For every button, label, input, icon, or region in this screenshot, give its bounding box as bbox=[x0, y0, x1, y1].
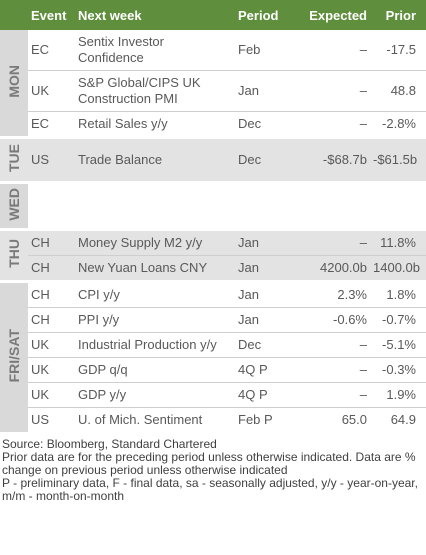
period: Feb P bbox=[235, 408, 290, 435]
prior: -0.7% bbox=[370, 308, 426, 333]
prior: 1400.0b bbox=[370, 256, 426, 283]
period: Jan bbox=[235, 71, 290, 112]
prior: -5.1% bbox=[370, 333, 426, 358]
period: Dec bbox=[235, 112, 290, 139]
empty-cell bbox=[28, 184, 426, 231]
expected: – bbox=[290, 71, 370, 112]
period: 4Q P bbox=[235, 383, 290, 408]
day-label: TUE bbox=[6, 144, 22, 172]
prior: -17.5 bbox=[370, 30, 426, 71]
country: UK bbox=[28, 383, 75, 408]
country: CH bbox=[28, 308, 75, 333]
event-row: US U. of Mich. Sentiment Feb P 65.0 64.9 bbox=[0, 408, 426, 435]
header-cell: Expected bbox=[290, 0, 370, 30]
event-name: Money Supply M2 y/y bbox=[75, 231, 235, 256]
expected: – bbox=[290, 358, 370, 383]
period: Jan bbox=[235, 256, 290, 283]
footnote: Prior data are for the preceding period … bbox=[2, 450, 416, 477]
expected: 4200.0b bbox=[290, 256, 370, 283]
period: Jan bbox=[235, 283, 290, 308]
expected: – bbox=[290, 112, 370, 139]
expected: -0.6% bbox=[290, 308, 370, 333]
expected: – bbox=[290, 30, 370, 71]
expected: – bbox=[290, 231, 370, 256]
event-row: CH PPI y/y Jan -0.6% -0.7% bbox=[0, 308, 426, 333]
event-name: Industrial Production y/y bbox=[75, 333, 235, 358]
event-name: New Yuan Loans CNY bbox=[75, 256, 235, 283]
footnote: P - preliminary data, F - final data, sa… bbox=[2, 476, 418, 503]
event-name: S&P Global/CIPS UK Construction PMI bbox=[75, 71, 235, 112]
expected: 2.3% bbox=[290, 283, 370, 308]
country: UK bbox=[28, 333, 75, 358]
day-cell: FRI/SAT bbox=[0, 283, 28, 435]
day-label: FRI/SAT bbox=[6, 328, 22, 383]
day-cell: MON bbox=[0, 30, 28, 139]
footnotes: Source: Bloomberg, Standard Chartered Pri… bbox=[0, 435, 426, 503]
event-name: Retail Sales y/y bbox=[75, 112, 235, 139]
day-cell: TUE bbox=[0, 139, 28, 184]
country: CH bbox=[28, 256, 75, 283]
event-name: Sentix Investor Confidence bbox=[75, 30, 235, 71]
event-row: UK GDP y/y 4Q P –1.9% bbox=[0, 383, 426, 408]
country: US bbox=[28, 139, 75, 184]
day-label: MON bbox=[6, 64, 22, 98]
event-name: CPI y/y bbox=[75, 283, 235, 308]
country: CH bbox=[28, 283, 75, 308]
event-row: UK S&P Global/CIPS UK Construction PMI Jan… bbox=[0, 71, 426, 112]
country: CH bbox=[28, 231, 75, 256]
expected: -$68.7b bbox=[290, 139, 370, 184]
period: Feb bbox=[235, 30, 290, 71]
prior: 11.8% bbox=[370, 231, 426, 256]
expected: 65.0 bbox=[290, 408, 370, 435]
header-cell: Period bbox=[235, 0, 290, 30]
event-row: TUE US Trade Balance Dec -$68.7b -$61.5b bbox=[0, 139, 426, 184]
prior: -2.8% bbox=[370, 112, 426, 139]
header-row: Event Next week Period Expected Prior bbox=[0, 0, 426, 30]
header-cell: Next week bbox=[75, 0, 235, 30]
event-row: MON EC Sentix Investor Confidence Feb – -17.5 bbox=[0, 30, 426, 139]
event-row: EC Retail Sales y/y Dec – -2.8% bbox=[0, 112, 426, 139]
day-cell: WED bbox=[0, 184, 28, 231]
event-name: Trade Balance bbox=[75, 139, 235, 184]
empty-row: WED bbox=[0, 184, 426, 231]
country: UK bbox=[28, 71, 75, 112]
prior: 64.9 bbox=[370, 408, 426, 435]
country: US bbox=[28, 408, 75, 435]
period: 4Q P bbox=[235, 358, 290, 383]
country: UK bbox=[28, 358, 75, 383]
header-cell: Prior bbox=[370, 0, 426, 30]
event-row: UK GDP q/q 4Q P – -0.3% bbox=[0, 358, 426, 383]
day-label: WED bbox=[6, 187, 22, 221]
footnote: Source: Bloomberg, Standard Chartered bbox=[2, 437, 217, 451]
period: Dec bbox=[235, 333, 290, 358]
event-name: PPI y/y bbox=[75, 308, 235, 333]
event-name: U. of Mich. Sentiment bbox=[75, 408, 235, 435]
event-name: GDP q/q bbox=[75, 358, 235, 383]
event-row: CH New Yuan Loans CNY Jan 4200.0b 1400.0b bbox=[0, 256, 426, 283]
prior: -$61.5b bbox=[370, 139, 426, 184]
period: Jan bbox=[235, 231, 290, 256]
expected: – bbox=[290, 333, 370, 358]
period: Dec bbox=[235, 139, 290, 184]
calendar-table: Event Next week Period Expected Prior MO… bbox=[0, 0, 426, 435]
day-cell: THU bbox=[0, 231, 28, 283]
country: EC bbox=[28, 30, 75, 71]
header-cell: Event bbox=[28, 0, 75, 30]
header-blank bbox=[0, 0, 28, 30]
prior: -0.3% bbox=[370, 358, 426, 383]
prior: 1.8% bbox=[370, 283, 426, 308]
day-label: THU bbox=[6, 239, 22, 268]
period: Jan bbox=[235, 308, 290, 333]
expected: – bbox=[290, 383, 370, 408]
event-row: UK Industrial Production y/y Dec – -5.1% bbox=[0, 333, 426, 358]
prior: 48.8 bbox=[370, 71, 426, 112]
event-name: GDP y/y bbox=[75, 383, 235, 408]
event-row: THU CH Money Supply M2 y/y Jan –11.8% bbox=[0, 231, 426, 283]
prior: 1.9% bbox=[370, 383, 426, 408]
event-row: FRI/SAT CH CPI y/y Jan 2.3% 1.8% bbox=[0, 283, 426, 435]
country: EC bbox=[28, 112, 75, 139]
table-body: MON EC Sentix Investor Confidence Feb – -17.5… bbox=[0, 30, 426, 435]
